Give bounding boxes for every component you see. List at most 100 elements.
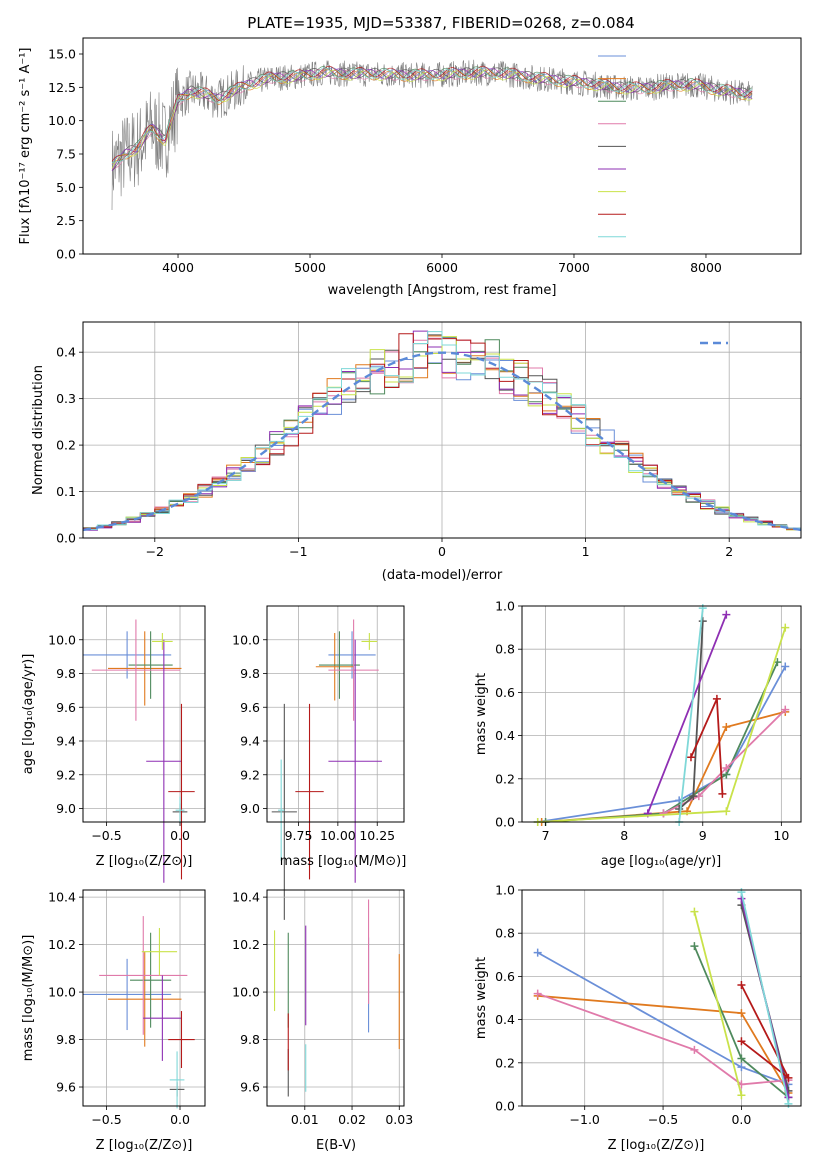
weight-marker-5 — [689, 792, 698, 801]
weight-marker-8 — [712, 694, 721, 703]
normal-curve-line — [82, 351, 802, 532]
y-tick-label: 9.2 — [56, 767, 76, 782]
spectrum-model-line-6 — [111, 68, 753, 172]
weight-age-ylabel: mass weight — [474, 673, 489, 755]
weight-line-6 — [646, 614, 728, 814]
x-tick-label: 0.0 — [170, 1112, 190, 1127]
histogram-xlabel: (data-model)/error — [382, 568, 503, 583]
y-tick-label: 10.0 — [48, 985, 76, 1000]
x-tick-label: 8 — [620, 828, 628, 843]
x-tick-label: −0.5 — [648, 1112, 678, 1127]
weight-metallicity-xlabel: Z [log₁₀(Z/Z⊙)] — [608, 1138, 705, 1153]
x-tick-label: −0.5 — [91, 1112, 121, 1127]
weight-age-xlabel: age [log₁₀(age/yr)] — [601, 854, 722, 869]
y-tick-label: 0.8 — [495, 926, 515, 941]
y-tick-label: 10.4 — [48, 890, 76, 905]
spectrum-ylabel: Flux [fλ10⁻¹⁷ erg cm⁻² s⁻¹ A⁻¹] — [18, 48, 33, 245]
y-tick-label: 15.0 — [48, 47, 76, 62]
weight-marker-5 — [675, 805, 684, 814]
weight-line-4 — [537, 992, 789, 1086]
histogram-series-group — [82, 330, 802, 538]
y-tick-label: 7.5 — [56, 147, 76, 162]
weight-marker-7 — [781, 623, 790, 632]
y-tick-label: 2.5 — [56, 213, 76, 228]
weight-marker-4 — [781, 705, 790, 714]
weight-marker-2 — [722, 722, 731, 731]
weight-line-7 — [693, 911, 743, 1096]
y-tick-label: 9.4 — [240, 734, 260, 749]
weight-marker-8 — [737, 981, 746, 990]
y-tick-label: 10.2 — [48, 937, 76, 952]
y-tick-label: 0.2 — [495, 771, 515, 786]
weight-marker-7 — [722, 807, 731, 816]
weight-marker-7 — [737, 1091, 746, 1100]
histogram-ylabel: Normed distribution — [31, 365, 46, 495]
y-tick-label: 9.8 — [240, 666, 260, 681]
y-tick-label: 0.8 — [495, 642, 515, 657]
weight-marker-1 — [737, 1063, 746, 1072]
y-tick-label: 1.0 — [495, 599, 515, 614]
y-tick-label: 0.0 — [56, 531, 76, 546]
y-tick-label: 0.0 — [495, 815, 515, 830]
mass-extinction-frame — [266, 889, 405, 1107]
y-tick-label: 9.6 — [56, 700, 76, 715]
mass-weight-vs-age-panel: 7 8 9 10 0.0 0.2 0.4 0.6 0.8 1.0 age [log₁₀(age/y… — [474, 599, 802, 869]
x-tick-label: 8000 — [690, 260, 722, 275]
spectrum-model-line-4 — [111, 68, 753, 170]
y-tick-label: 10.0 — [48, 113, 76, 128]
y-tick-label: 9.2 — [240, 767, 260, 782]
weight-marker-6 — [722, 610, 731, 619]
spectrum-model-line-9 — [111, 67, 753, 164]
x-tick-label: 10.00 — [320, 828, 356, 843]
x-tick-label: 6000 — [426, 260, 458, 275]
y-tick-label: 0.4 — [56, 345, 76, 360]
x-tick-label: 0.03 — [385, 1112, 413, 1127]
weight-marker-4 — [659, 809, 668, 818]
mass-metallicity-xlabel: Z [log₁₀(Z/Z⊙)] — [96, 1138, 193, 1153]
y-tick-label: 9.4 — [56, 734, 76, 749]
y-tick-label: 0.6 — [495, 969, 515, 984]
weight-marker-4 — [533, 989, 542, 998]
spectrum-series-group — [111, 59, 753, 211]
x-tick-label: −2 — [146, 544, 164, 559]
spectrum-frame — [82, 37, 802, 255]
mass-metallicity-ylabel: mass [log₁₀(M/M⊙)] — [21, 935, 36, 1062]
age-mass-frame — [266, 605, 405, 823]
weight-marker-3 — [690, 942, 699, 951]
x-tick-label: 10 — [773, 828, 789, 843]
x-tick-label: −1 — [289, 544, 307, 559]
x-tick-label: 7 — [542, 828, 550, 843]
weight-marker-8 — [718, 789, 727, 798]
y-tick-label: 0.0 — [56, 247, 76, 262]
x-tick-label: 0.0 — [731, 1112, 751, 1127]
spectrum-xlabel: wavelength [Angstrom, rest frame] — [328, 283, 557, 298]
weight-marker-7 — [690, 907, 699, 916]
x-tick-label: 9.75 — [285, 828, 313, 843]
y-tick-label: 12.5 — [48, 80, 76, 95]
mass-weight-vs-metallicity-panel: −1.0 −0.5 0.0 0.0 0.2 0.4 0.6 0.8 1.0 Z [log₁₀(Z… — [474, 883, 802, 1153]
y-tick-label: 10.0 — [48, 632, 76, 647]
spectrum-legend — [598, 55, 626, 238]
y-tick-label: 10.4 — [232, 890, 260, 905]
x-tick-label: 0.01 — [291, 1112, 319, 1127]
y-tick-label: 10.2 — [232, 937, 260, 952]
x-tick-label: 0 — [438, 544, 446, 559]
weight-marker-9 — [784, 1099, 793, 1108]
y-tick-label: 0.6 — [495, 685, 515, 700]
mass-vs-metallicity-panel: −0.5 0.0 9.6 9.8 10.0 10.2 10.4 Z [log₁₀(Z/Z⊙)… — [21, 889, 206, 1153]
x-tick-label: 0.0 — [170, 828, 190, 843]
x-tick-label: 2 — [725, 544, 733, 559]
y-tick-label: 9.8 — [240, 1032, 260, 1047]
mass-metallicity-frame — [82, 889, 206, 1107]
y-tick-label: 9.0 — [56, 801, 76, 816]
spectrum-panel: PLATE=1935, MJD=53387, FIBERID=0268, z=0… — [18, 14, 802, 298]
age-mass-xlabel: mass [log₁₀(M/M⊙)] — [280, 854, 407, 869]
weight-marker-5 — [698, 617, 707, 626]
y-tick-label: 9.6 — [240, 700, 260, 715]
age-metallicity-xlabel: Z [log₁₀(Z/Z⊙)] — [96, 854, 193, 869]
y-tick-label: 0.1 — [56, 484, 76, 499]
age-metallicity-frame — [82, 605, 206, 823]
weight-marker-3 — [737, 1054, 746, 1063]
x-tick-label: 0.02 — [338, 1112, 366, 1127]
